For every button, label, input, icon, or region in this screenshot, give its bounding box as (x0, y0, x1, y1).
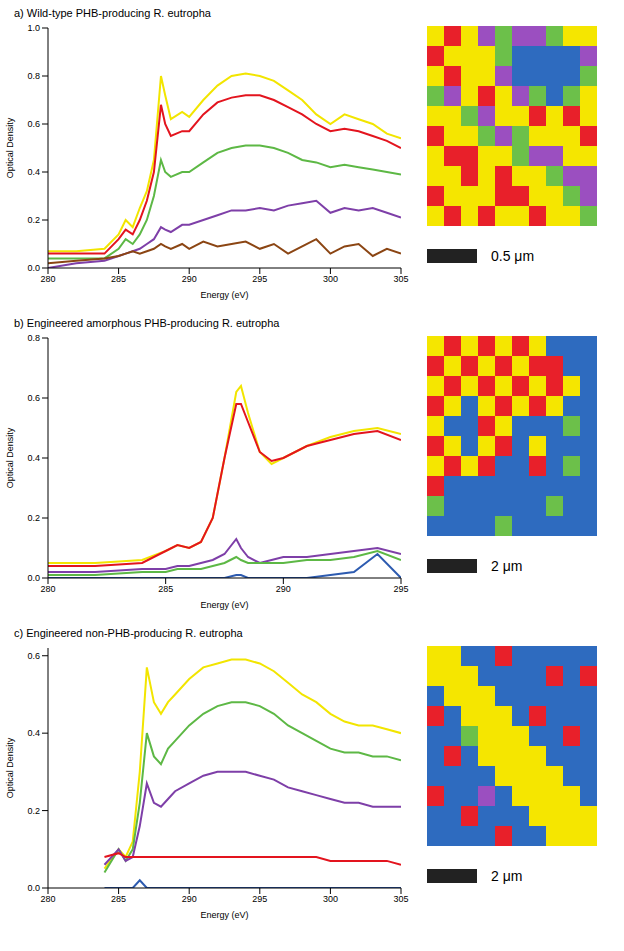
svg-text:300: 300 (323, 274, 338, 284)
svg-text:280: 280 (40, 894, 55, 904)
svg-text:0.6: 0.6 (27, 651, 40, 661)
svg-text:305: 305 (393, 894, 408, 904)
svg-text:290: 290 (182, 274, 197, 284)
svg-text:305: 305 (393, 274, 408, 284)
svg-text:0.4: 0.4 (27, 728, 40, 738)
svg-text:295: 295 (252, 274, 267, 284)
html-text:2 μm: 2 μm (491, 868, 523, 884)
svg-text:Optical Density: Optical Density (5, 117, 15, 178)
svg-text:0.8: 0.8 (27, 333, 40, 343)
html-text:c) Engineered non-PHB-producin: c) Engineered non-PHB-producing R. eutro… (14, 627, 243, 639)
svg-text:0.8: 0.8 (27, 71, 40, 81)
svg-text:285: 285 (111, 274, 126, 284)
svg-text:290: 290 (276, 584, 291, 594)
html-text:0.5 μm: 0.5 μm (491, 248, 535, 264)
svg-text:0.0: 0.0 (27, 883, 40, 893)
html-text:a) Wild-type PHB-producing R.: a) Wild-type PHB-producing R. eutropha (14, 7, 211, 19)
svg-text:290: 290 (182, 894, 197, 904)
svg-text:0.4: 0.4 (27, 167, 40, 177)
svg-text:0.2: 0.2 (27, 513, 40, 523)
svg-text:Energy (eV): Energy (eV) (200, 910, 248, 920)
svg-text:285: 285 (111, 894, 126, 904)
html-text:2 μm: 2 μm (491, 558, 523, 574)
svg-text:300: 300 (323, 894, 338, 904)
svg-text:0.0: 0.0 (27, 573, 40, 583)
svg-text:295: 295 (393, 584, 408, 594)
svg-text:0.6: 0.6 (27, 393, 40, 403)
svg-text:1.0: 1.0 (27, 23, 40, 33)
svg-text:Energy (eV): Energy (eV) (200, 290, 248, 300)
svg-text:Optical Density: Optical Density (5, 427, 15, 488)
svg-text:285: 285 (158, 584, 173, 594)
svg-text:Optical Density: Optical Density (5, 737, 15, 798)
svg-text:0.2: 0.2 (27, 215, 40, 225)
svg-text:Energy (eV): Energy (eV) (200, 600, 248, 610)
svg-text:0.0: 0.0 (27, 263, 40, 273)
svg-text:280: 280 (40, 274, 55, 284)
svg-text:295: 295 (252, 894, 267, 904)
svg-text:0.2: 0.2 (27, 806, 40, 816)
svg-text:0.6: 0.6 (27, 119, 40, 129)
svg-text:0.4: 0.4 (27, 453, 40, 463)
html-text:b) Engineered amorphous PHB-pr: b) Engineered amorphous PHB-producing R.… (14, 317, 280, 329)
svg-text:280: 280 (40, 584, 55, 594)
